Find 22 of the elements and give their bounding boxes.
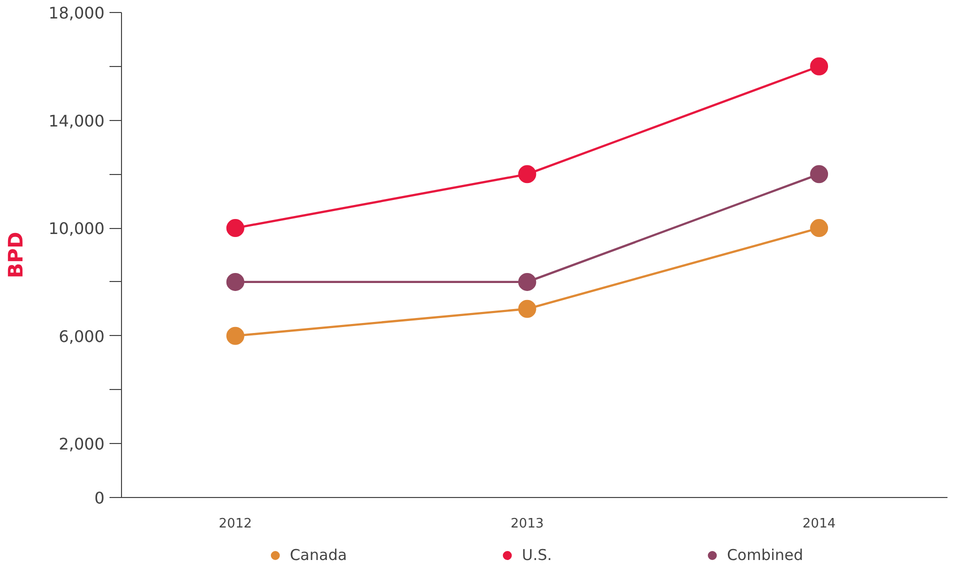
y-tick-label: 14,000	[48, 111, 104, 130]
y-tick-label: 2,000	[58, 434, 105, 454]
point	[518, 300, 536, 318]
legend-label: Combined	[726, 546, 804, 564]
point	[810, 165, 828, 184]
legend-label: Canada	[290, 546, 347, 564]
y-tick-label: 18,000	[48, 4, 104, 22]
y-tick-label: 0	[94, 488, 105, 508]
x-tick-label: 2014	[802, 516, 836, 532]
point	[226, 326, 244, 345]
point	[810, 219, 828, 238]
point	[226, 219, 244, 238]
y-tick-label: 6,000	[58, 326, 105, 346]
y-tick-label: 10,000	[48, 219, 104, 238]
y-axis-title: BPD	[4, 232, 28, 278]
point	[518, 165, 536, 184]
x-tick-label: 2013	[510, 516, 544, 532]
point	[518, 272, 536, 291]
point	[810, 57, 828, 76]
point	[226, 272, 244, 291]
legend-label: U.S.	[522, 546, 552, 564]
x-tick-label: 2012	[218, 516, 252, 532]
